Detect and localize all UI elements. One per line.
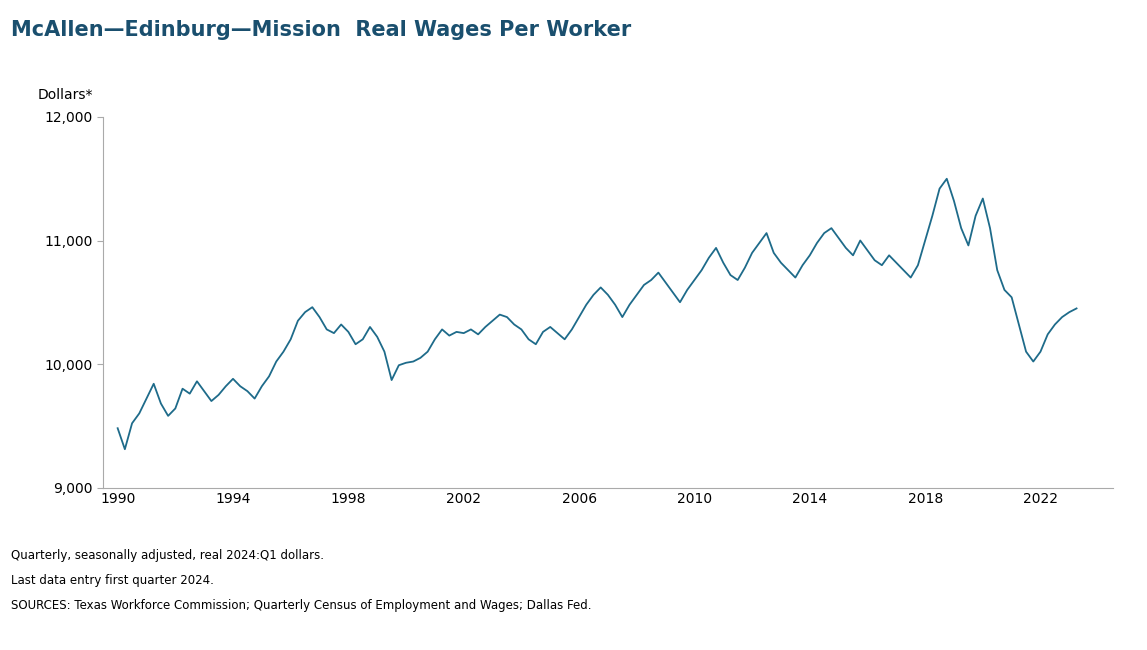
Text: Dollars*: Dollars* <box>38 88 93 102</box>
Text: SOURCES: Texas Workforce Commission; Quarterly Census of Employment and Wages; D: SOURCES: Texas Workforce Commission; Qua… <box>11 599 592 612</box>
Text: McAllen—Edinburg—Mission  Real Wages Per Worker: McAllen—Edinburg—Mission Real Wages Per … <box>11 20 632 40</box>
Text: Quarterly, seasonally adjusted, real 2024:Q1 dollars.: Quarterly, seasonally adjusted, real 202… <box>11 549 325 562</box>
Text: Last data entry first quarter 2024.: Last data entry first quarter 2024. <box>11 574 214 587</box>
